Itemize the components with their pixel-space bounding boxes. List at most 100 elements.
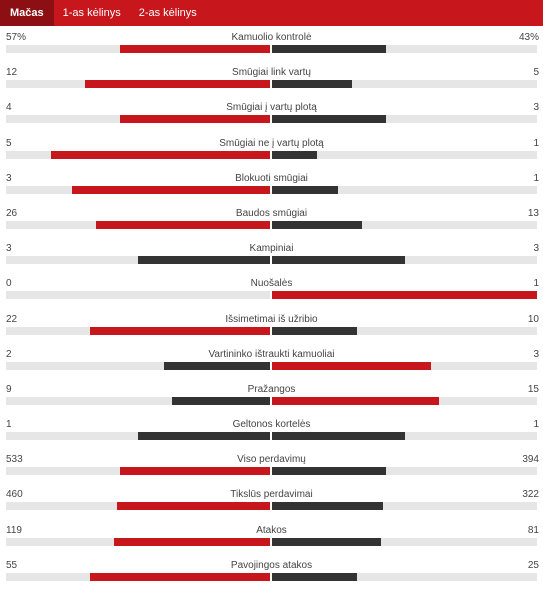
away-bar-track — [272, 361, 537, 370]
home-bar — [117, 502, 270, 511]
stat-label: Smūgiai į vartų plotą — [226, 102, 317, 114]
away-bar-track — [272, 537, 537, 546]
home-value: 5 — [6, 137, 12, 149]
home-value: 460 — [6, 489, 23, 501]
stat-row: 26 Baudos smūgiai 13 — [0, 202, 543, 237]
away-bar-track — [272, 502, 537, 511]
home-bar — [90, 572, 270, 581]
home-bar — [138, 432, 270, 441]
home-bar-track — [6, 291, 270, 300]
tab-bar: Mačas 1-as kėlinys 2-as kėlinys — [0, 0, 543, 26]
away-value: 3 — [533, 102, 539, 114]
stat-label: Pavojingos atakos — [230, 559, 313, 571]
tab-match[interactable]: Mačas — [0, 0, 54, 26]
away-bar — [272, 115, 386, 124]
away-value: 1 — [533, 278, 539, 290]
home-bar — [120, 115, 270, 124]
tab-first-half[interactable]: 1-as kėlinys — [62, 7, 121, 19]
home-bar-track — [6, 150, 270, 159]
home-value: 12 — [6, 67, 18, 79]
stat-label: Blokuoti smūgiai — [235, 172, 308, 184]
away-bar-track — [272, 220, 537, 229]
away-value: 394 — [522, 454, 539, 466]
away-bar-track — [272, 396, 537, 405]
away-bar — [272, 185, 338, 194]
away-value: 10 — [527, 313, 539, 325]
away-value: 81 — [527, 524, 539, 536]
home-bar-track — [6, 572, 270, 581]
home-bar — [164, 361, 270, 370]
away-bar-track — [272, 572, 537, 581]
away-bar-track — [272, 150, 537, 159]
home-bar — [85, 80, 270, 89]
away-bar-track — [272, 326, 537, 335]
away-bar — [272, 326, 357, 335]
stat-row: 533 Viso perdavimų 394 — [0, 448, 543, 483]
stat-label: Tikslūs perdavimai — [230, 489, 313, 501]
home-value: 3 — [6, 172, 12, 184]
home-value: 9 — [6, 383, 12, 395]
home-bar-track — [6, 115, 270, 124]
home-bar-track — [6, 467, 270, 476]
match-stats: 57% Kamuolio kontrolė 43% 12 Smūgiai link va… — [0, 26, 543, 589]
home-bar — [51, 150, 270, 159]
home-bar — [90, 326, 270, 335]
away-value: 1 — [533, 137, 539, 149]
away-bar — [272, 150, 317, 159]
away-value: 43% — [518, 32, 539, 43]
away-bar — [272, 396, 439, 405]
stat-row: 119 Atakos 81 — [0, 519, 543, 554]
away-value: 5 — [533, 67, 539, 79]
stat-row: 12 Smūgiai link vartų 5 — [0, 61, 543, 96]
stat-label: Vartininko ištraukti kamuoliai — [208, 348, 335, 360]
stat-row: 9 Pražangos 15 — [0, 378, 543, 413]
home-value: 0 — [6, 278, 12, 290]
home-bar-track — [6, 361, 270, 370]
away-bar — [272, 220, 362, 229]
home-bar-track — [6, 45, 270, 53]
home-value: 4 — [6, 102, 12, 114]
home-bar-track — [6, 80, 270, 89]
away-bar-track — [272, 115, 537, 124]
away-value: 1 — [533, 419, 539, 431]
stat-row: 3 Kampiniai 3 — [0, 237, 543, 272]
away-bar-track — [272, 256, 537, 265]
home-value: 533 — [6, 454, 23, 466]
home-bar — [114, 537, 270, 546]
home-value: 57% — [6, 32, 27, 43]
home-bar — [138, 256, 270, 265]
home-bar-track — [6, 256, 270, 265]
home-value: 26 — [6, 207, 18, 219]
away-bar — [272, 291, 537, 300]
away-bar — [272, 572, 357, 581]
stat-row: 4 Smūgiai į vartų plotą 3 — [0, 96, 543, 131]
stat-label: Kamuolio kontrolė — [231, 32, 312, 43]
away-value: 322 — [522, 489, 539, 501]
away-bar — [272, 467, 386, 476]
home-bar-track — [6, 432, 270, 441]
stat-label: Baudos smūgiai — [235, 207, 308, 219]
home-value: 2 — [6, 348, 12, 360]
stat-row: 2 Vartininko ištraukti kamuoliai 3 — [0, 343, 543, 378]
home-bar-track — [6, 396, 270, 405]
away-bar-track — [272, 80, 537, 89]
stat-label: Kampiniai — [249, 243, 294, 255]
away-bar — [272, 537, 381, 546]
home-bar-track — [6, 537, 270, 546]
away-bar-track — [272, 432, 537, 441]
away-value: 25 — [527, 559, 539, 571]
stat-label: Atakos — [256, 524, 287, 536]
home-bar — [96, 220, 270, 229]
away-bar — [272, 432, 405, 441]
away-value: 3 — [533, 243, 539, 255]
tab-second-half[interactable]: 2-as kėlinys — [138, 7, 197, 19]
stat-row: 5 Smūgiai ne į vartų plotą 1 — [0, 132, 543, 167]
away-bar-track — [272, 291, 537, 300]
away-bar — [272, 361, 431, 370]
stat-label: Viso perdavimų — [237, 454, 306, 466]
away-bar-track — [272, 45, 537, 53]
home-value: 22 — [6, 313, 18, 325]
home-bar-track — [6, 220, 270, 229]
home-value: 55 — [6, 559, 18, 571]
stat-row: 1 Geltonos kortelės 1 — [0, 413, 543, 448]
